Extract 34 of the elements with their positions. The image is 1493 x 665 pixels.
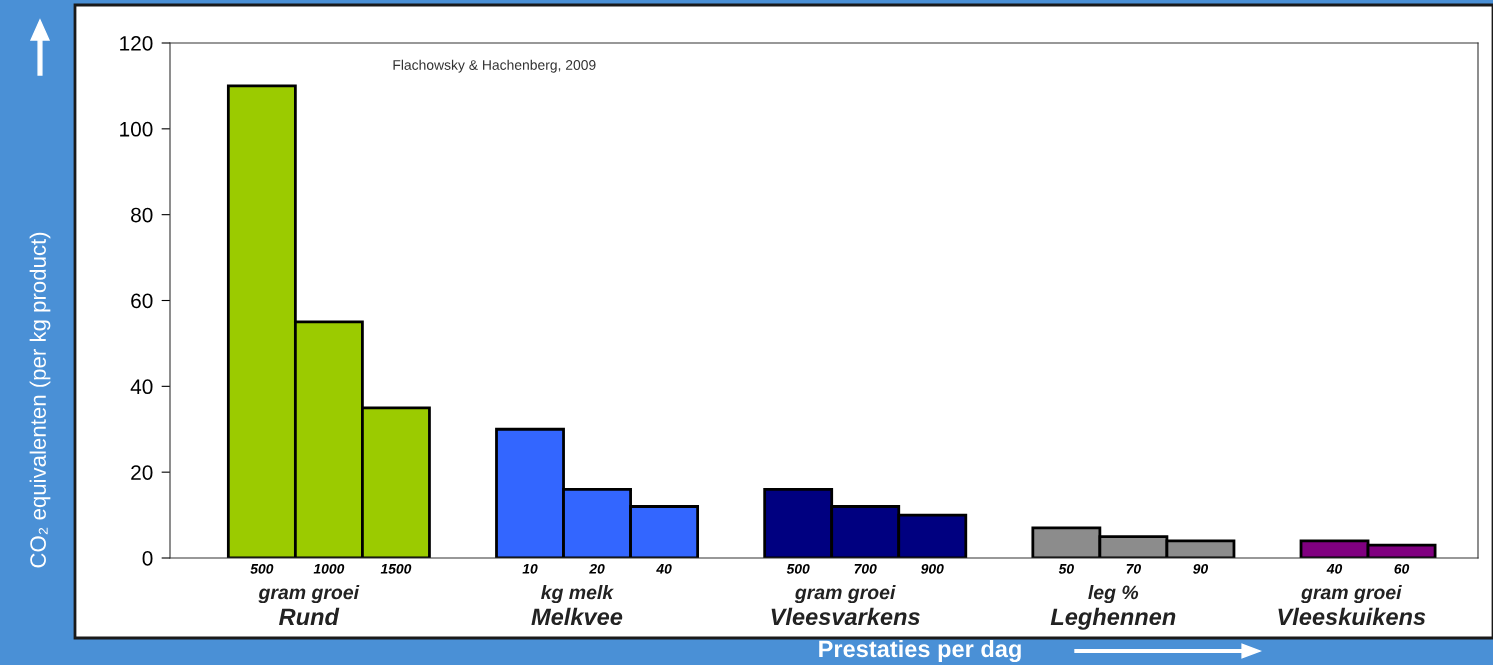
y-tick-label: 120 xyxy=(120,36,153,51)
text: Vleesvarkens xyxy=(771,607,920,626)
x-tick-label: 500 xyxy=(250,563,274,574)
annotation: Flachowsky & Hachenberg, 2009 xyxy=(393,59,596,73)
y-tick-label: 40 xyxy=(130,379,153,395)
x-tick-label: 900 xyxy=(921,563,944,574)
y-tick-label: 20 xyxy=(131,465,153,480)
y-tick-label: 60 xyxy=(131,293,153,309)
text: gram groei xyxy=(258,584,360,604)
text: Rund xyxy=(279,607,340,626)
text: gram groei xyxy=(794,584,896,604)
x-tick-label: 20 xyxy=(589,563,605,574)
x-tick-label: 1000 xyxy=(313,563,345,574)
text: kg melk xyxy=(541,584,614,604)
text: gram groei xyxy=(1300,584,1402,604)
x-tick-label: 1500 xyxy=(380,563,412,574)
text: Leghennen xyxy=(1050,607,1176,630)
x-tick-label: 10 xyxy=(522,563,538,574)
y-axis-title: CO₂ equivalenten (per kg product) xyxy=(29,232,51,568)
x-axis-title: Prestaties per dag xyxy=(819,639,1021,663)
y-tick-label: 100 xyxy=(120,121,153,137)
y-tick-label: 0 xyxy=(142,551,153,566)
x-tick-label: 60 xyxy=(1394,563,1410,574)
text: leg % xyxy=(1088,584,1139,604)
x-tick-label: 500 xyxy=(786,563,810,574)
x-tick-label: 90 xyxy=(1193,563,1209,574)
x-tick-label: 40 xyxy=(1326,563,1343,574)
text: Melkvee xyxy=(531,607,623,626)
x-tick-label: 50 xyxy=(1058,563,1074,574)
x-tick-label: 700 xyxy=(854,563,877,574)
y-tick-label: 80 xyxy=(131,207,153,223)
x-tick-label: 70 xyxy=(1126,563,1141,574)
text: Vleeskuikens xyxy=(1278,607,1426,626)
x-tick-label: 40 xyxy=(656,563,672,574)
